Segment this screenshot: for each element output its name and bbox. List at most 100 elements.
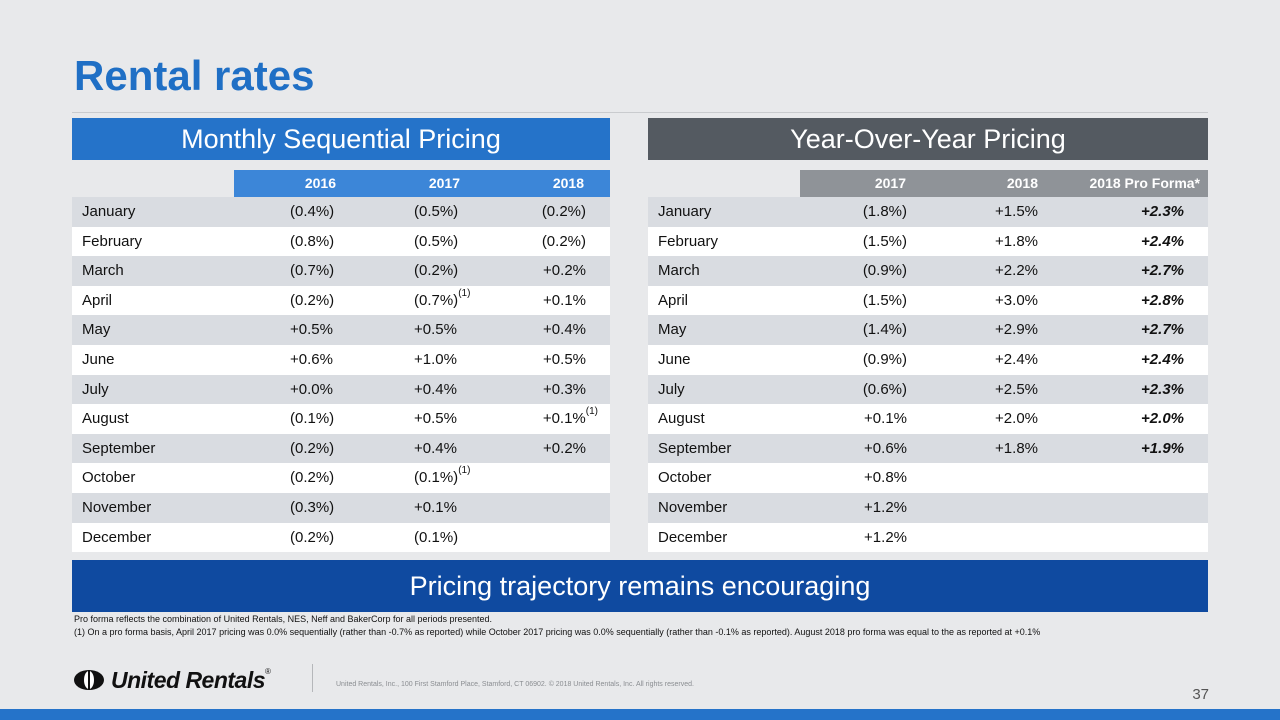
- value-2017-cell: +0.1%: [414, 493, 457, 523]
- month-label: September: [82, 439, 156, 457]
- month-label: January: [658, 203, 712, 220]
- value-2017: +0.4%: [414, 380, 457, 398]
- month-label: March: [82, 262, 124, 280]
- table-row: June (0.9%) +2.4% +2.4%: [648, 344, 1208, 375]
- month-label: May: [658, 321, 687, 339]
- value-2018: +2.0%: [995, 410, 1038, 428]
- table-row: May +0.5% +0.5% +0.4%: [72, 315, 610, 345]
- value-2017-cell: (0.2%): [414, 256, 458, 286]
- value-2017-cell: (0.1%)(1): [414, 463, 470, 495]
- value-2016: (0.3%): [290, 498, 335, 516]
- value-2016: +0.5%: [290, 321, 333, 339]
- footnote-marker: (1): [458, 287, 471, 299]
- value-2017-cell: (0.1%): [414, 523, 458, 553]
- column-header-2018: 2018: [552, 175, 584, 191]
- value-2018: +3.0%: [995, 291, 1038, 309]
- value-2018: +0.3%: [543, 380, 586, 398]
- value-2018: +0.4%: [543, 321, 586, 339]
- table-row: March (0.9%) +2.2% +2.7%: [648, 256, 1208, 286]
- value-2018: +1.8%: [995, 232, 1038, 250]
- table-row: November (0.3%) +0.1%: [72, 492, 610, 523]
- value-2018: (0.2%): [541, 203, 586, 220]
- footnote-marker: (1): [585, 406, 598, 418]
- value-2017-cell: +0.4%: [414, 434, 457, 464]
- value-2017-cell: +1.0%: [414, 345, 457, 375]
- value-2017: (0.9%): [862, 350, 907, 368]
- table-row: August +0.1% +2.0% +2.0%: [648, 404, 1208, 434]
- table-row: January (1.8%) +1.5% +2.3%: [648, 197, 1208, 227]
- value-2016: (0.2%): [290, 439, 335, 457]
- value-2017: +0.6%: [864, 439, 907, 457]
- value-2017: +0.5%: [414, 410, 457, 428]
- value-2016: (0.2%): [290, 528, 335, 546]
- month-label: January: [82, 203, 136, 220]
- table-row: September +0.6% +1.8% +1.9%: [648, 433, 1208, 464]
- table-row: September (0.2%) +0.4% +0.2%: [72, 433, 610, 464]
- value-2017-cell: (0.7%)(1): [414, 286, 470, 318]
- value-2018-pro-forma: +2.0%: [1141, 410, 1184, 428]
- value-2017: +1.0%: [414, 350, 457, 368]
- value-2017: (1.4%): [862, 321, 907, 339]
- table-row: March (0.7%) (0.2%) +0.2%: [72, 256, 610, 286]
- value-2018-pro-forma: +2.7%: [1141, 262, 1184, 280]
- month-label: July: [658, 380, 685, 398]
- value-2018-cell: (0.2%): [542, 197, 586, 227]
- table-row: October +0.8%: [648, 463, 1208, 493]
- value-2018-pro-forma: +2.7%: [1141, 321, 1184, 339]
- value-2017-cell: +0.5%: [414, 404, 457, 434]
- table-row: November +1.2%: [648, 492, 1208, 523]
- footnote-1: (1) On a pro forma basis, April 2017 pri…: [74, 627, 1041, 637]
- yoy-table-body: January (1.8%) +1.5% +2.3% February (1.5%) +1.…: [648, 197, 1208, 553]
- month-label: September: [658, 439, 732, 457]
- table-row: October (0.2%) (0.1%)(1): [72, 463, 610, 493]
- value-2018-cell: +0.5%: [543, 345, 586, 375]
- value-2016: (0.4%): [290, 203, 335, 220]
- table-row: June +0.6% +1.0% +0.5%: [72, 344, 610, 375]
- column-header-2018: 2018: [1006, 175, 1038, 191]
- month-label: October: [658, 469, 712, 487]
- value-2018-cell: +0.2%: [543, 434, 586, 464]
- value-2017-cell: (0.5%): [414, 197, 458, 227]
- summary-banner: Pricing trajectory remains encouraging: [72, 560, 1208, 612]
- value-2018: +2.4%: [995, 350, 1038, 368]
- united-rentals-logo: United Rentals®: [73, 667, 271, 693]
- value-2017-cell: +0.5%: [414, 315, 457, 345]
- value-2018-cell: +0.1%: [543, 286, 586, 316]
- value-2017: +0.8%: [864, 469, 907, 487]
- footnote-marker: (1): [458, 465, 471, 477]
- column-header-2018-pro-forma: 2018 Pro Forma*: [1089, 175, 1201, 191]
- yoy-column-headers: 2017 2018 2018 Pro Forma*: [648, 170, 1208, 197]
- value-2018-pro-forma: +2.8%: [1141, 291, 1184, 309]
- month-label: October: [82, 469, 136, 487]
- page-title: Rental rates: [74, 52, 315, 99]
- value-2017-cell: (0.5%): [414, 227, 458, 257]
- value-2018: +0.1%: [543, 291, 586, 309]
- column-header-2016: 2016: [304, 175, 336, 191]
- table-row: December +1.2%: [648, 522, 1208, 553]
- table-row: August (0.1%) +0.5% +0.1%(1): [72, 404, 610, 434]
- value-2017: (0.7%): [414, 291, 459, 309]
- value-2016: (0.8%): [290, 232, 335, 250]
- month-label: February: [658, 232, 719, 250]
- monthly-column-headers: 2016 2017 2018: [72, 170, 610, 197]
- value-2018-cell: +0.4%: [543, 315, 586, 345]
- title-divider: [72, 112, 1208, 113]
- monthly-table-body: January (0.4%) (0.5%) (0.2%) February (0.8%) (…: [72, 197, 610, 553]
- value-2016: (0.2%): [290, 291, 335, 309]
- value-2017: (1.8%): [862, 203, 907, 220]
- table-row: July (0.6%) +2.5% +2.3%: [648, 374, 1208, 405]
- month-label: August: [658, 410, 705, 428]
- value-2018-pro-forma: +2.4%: [1141, 232, 1184, 250]
- month-label: April: [82, 291, 113, 309]
- value-2017: +1.2%: [864, 498, 907, 516]
- month-label: November: [658, 498, 728, 516]
- value-2016: (0.7%): [290, 262, 335, 280]
- bottom-accent-bar: [0, 709, 1280, 720]
- value-2017: (1.5%): [862, 291, 907, 309]
- value-2017: (0.6%): [862, 380, 907, 398]
- table-row: April (0.2%) (0.7%)(1) +0.1%: [72, 285, 610, 318]
- month-label: June: [658, 350, 691, 368]
- value-2017: +1.2%: [864, 528, 907, 546]
- table-row: January (0.4%) (0.5%) (0.2%): [72, 197, 610, 227]
- value-2018: +0.1%: [542, 410, 586, 428]
